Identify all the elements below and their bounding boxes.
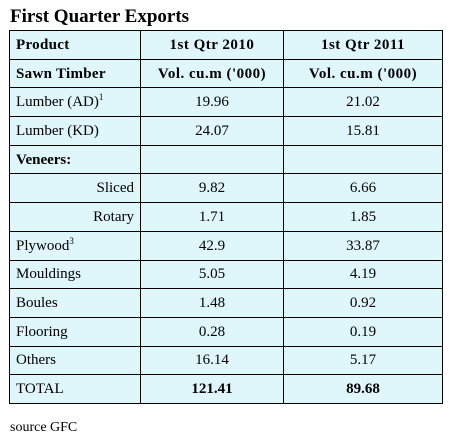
- table-row: Boules 1.48 0.92: [9, 288, 443, 318]
- subheader-unit-2010: Vol. cu.m ('000): [140, 58, 284, 89]
- row-value-2010: [140, 144, 284, 175]
- table-row: Others 16.14 5.17: [9, 345, 443, 376]
- row-value-2010: 0.28: [140, 316, 284, 347]
- subheader-unit-2011: Vol. cu.m ('000): [283, 58, 443, 89]
- row-value-2010: 1.48: [140, 288, 284, 318]
- header-row: Product 1st Qtr 2010 1st Qtr 2011: [9, 30, 443, 60]
- row-footnote: 1: [98, 92, 104, 103]
- row-product: Sliced: [9, 173, 141, 204]
- row-product: Plywood3: [9, 230, 141, 261]
- row-value-2010: 5.05: [140, 259, 284, 290]
- row-value-2011: [283, 144, 443, 175]
- row-value-2010: 1.71: [140, 202, 284, 232]
- exports-table: Product 1st Qtr 2010 1st Qtr 2011 Sawn T…: [9, 30, 443, 404]
- table-row: Plywood3 42.9 33.87: [9, 230, 443, 261]
- row-product: TOTAL: [9, 374, 141, 404]
- row-value-2010: 16.14: [140, 345, 284, 376]
- row-value-2011: 6.66: [283, 173, 443, 204]
- row-footnote: 3: [69, 235, 74, 246]
- row-product: Flooring: [9, 316, 141, 347]
- row-product-label: Lumber (AD): [16, 94, 99, 111]
- table-row: Mouldings 5.05 4.19: [9, 259, 443, 290]
- category-row: Veneers:: [9, 144, 443, 175]
- header-2011: 1st Qtr 2011: [283, 30, 443, 60]
- row-product: Veneers:: [9, 144, 141, 175]
- row-value-2011: 21.02: [283, 87, 443, 118]
- table-row: Lumber (AD)1 19.96 21.02: [9, 87, 443, 118]
- row-product: Boules: [9, 288, 141, 318]
- row-product: Lumber (KD): [9, 116, 141, 146]
- row-value-2010: 19.96: [140, 87, 284, 118]
- row-product: Rotary: [9, 202, 141, 232]
- row-value-2011: 89.68: [283, 374, 443, 404]
- source-note: source GFC: [10, 420, 78, 435]
- row-value-2011: 15.81: [283, 116, 443, 146]
- table-title: First Quarter Exports: [10, 6, 190, 27]
- row-product: Lumber (AD)1: [9, 87, 141, 118]
- header-product: Product: [9, 30, 141, 60]
- table-row: Rotary 1.71 1.85: [9, 202, 443, 232]
- row-value-2010: 9.82: [140, 173, 284, 204]
- row-value-2011: 33.87: [283, 230, 443, 261]
- total-row: TOTAL 121.41 89.68: [9, 374, 443, 404]
- table-row: Flooring 0.28 0.19: [9, 316, 443, 347]
- subheader-category: Sawn Timber: [9, 58, 141, 89]
- row-value-2011: 0.92: [283, 288, 443, 318]
- row-value-2011: 0.19: [283, 316, 443, 347]
- row-product-label: Plywood: [16, 237, 70, 254]
- row-value-2010: 121.41: [140, 374, 284, 404]
- row-value-2010: 42.9: [140, 230, 284, 261]
- row-product: Others: [9, 345, 141, 376]
- row-product: Mouldings: [9, 259, 141, 290]
- row-value-2011: 1.85: [283, 202, 443, 232]
- row-value-2011: 4.19: [283, 259, 443, 290]
- table-row: Lumber (KD) 24.07 15.81: [9, 116, 443, 146]
- header-2010: 1st Qtr 2010: [140, 30, 284, 60]
- subheader-row: Sawn Timber Vol. cu.m ('000) Vol. cu.m (…: [9, 58, 443, 89]
- row-value-2010: 24.07: [140, 116, 284, 146]
- table-row: Sliced 9.82 6.66: [9, 173, 443, 204]
- row-value-2011: 5.17: [283, 345, 443, 376]
